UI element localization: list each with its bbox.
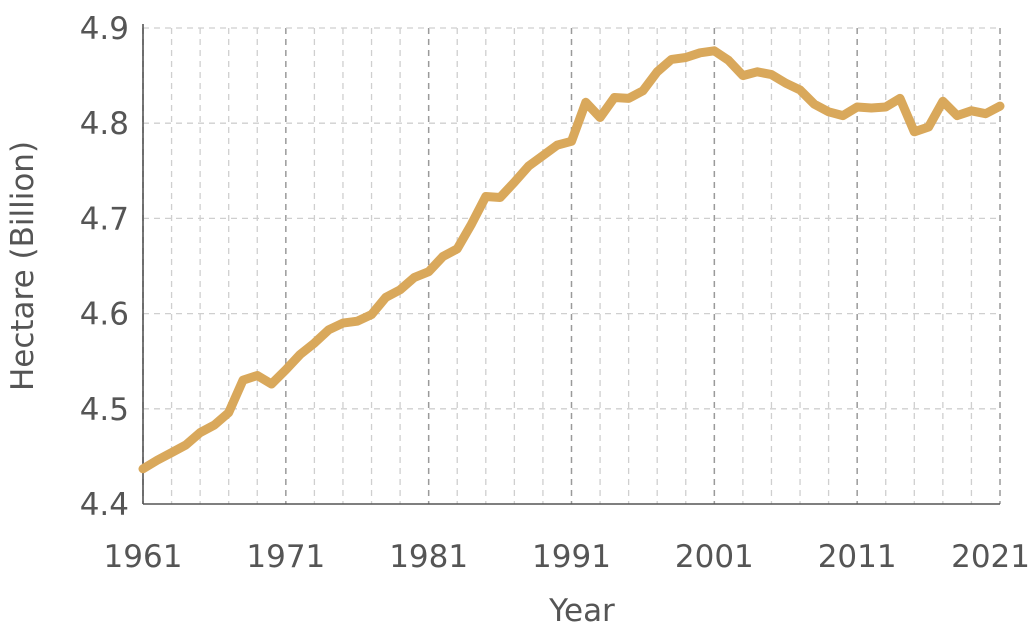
axes — [142, 24, 1000, 505]
y-tick-label: 4.4 — [80, 487, 129, 523]
x-tick-label: 1981 — [389, 539, 468, 575]
x-tick-label: 2021 — [951, 539, 1030, 575]
y-tick-label: 4.6 — [80, 297, 129, 333]
y-axis-title: Hectare (Billion) — [5, 141, 41, 391]
y-tick-label: 4.9 — [80, 11, 129, 47]
series — [138, 46, 1005, 474]
tick-labels: 4.4 4.5 4.6 4.7 4.8 4.9 1961 1971 1981 1991 2001 20… — [80, 11, 1030, 575]
grid — [142, 27, 1001, 504]
y-tick-label: 4.7 — [80, 201, 129, 237]
x-tick-label: 1961 — [104, 539, 183, 575]
y-tick-label: 4.8 — [80, 106, 129, 142]
x-tick-label: 1971 — [246, 539, 325, 575]
series-line — [138, 46, 1005, 474]
x-tick-label: 2011 — [818, 539, 897, 575]
x-tick-label: 2001 — [675, 539, 754, 575]
y-tick-label: 4.5 — [80, 392, 129, 428]
x-tick-label: 1991 — [532, 539, 611, 575]
x-axis-title: Year — [548, 593, 615, 629]
